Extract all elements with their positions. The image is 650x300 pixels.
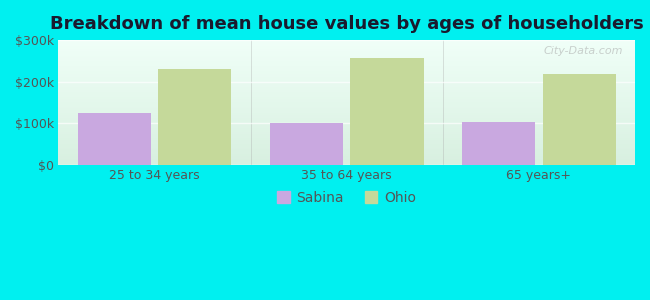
Title: Breakdown of mean house values by ages of householders: Breakdown of mean house values by ages o… xyxy=(50,15,644,33)
Bar xyxy=(543,74,616,165)
Bar xyxy=(270,123,343,165)
Bar xyxy=(77,113,151,165)
Bar xyxy=(158,69,231,165)
Bar xyxy=(462,122,535,165)
Text: City-Data.com: City-Data.com xyxy=(544,46,623,56)
Bar xyxy=(350,58,424,165)
Legend: Sabina, Ohio: Sabina, Ohio xyxy=(272,185,422,210)
